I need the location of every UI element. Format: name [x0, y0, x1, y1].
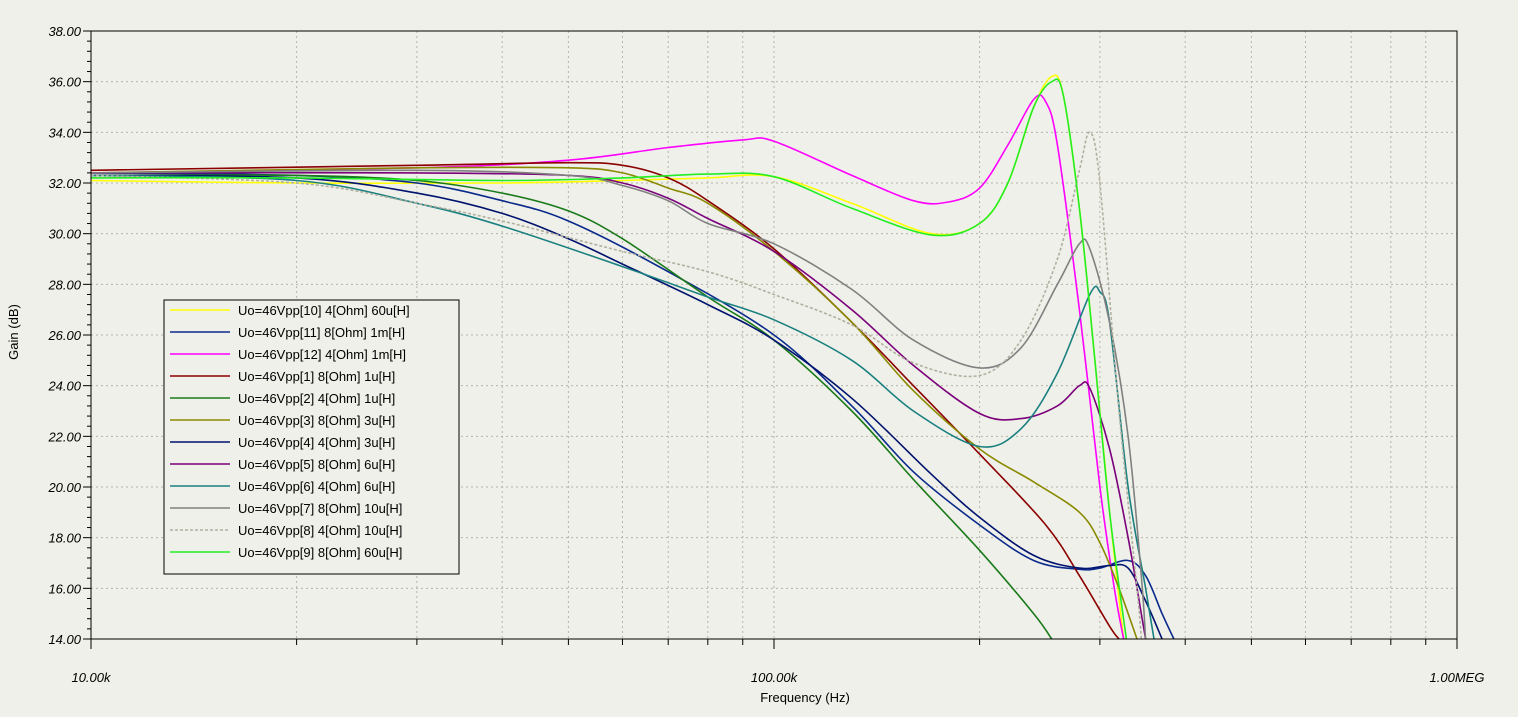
legend-entry: Uo=46Vpp[1] 8[Ohm] 1u[H] [238, 369, 395, 384]
x-tick-label: 100.00k [751, 670, 799, 685]
series-line-9 [91, 169, 1147, 639]
series-line-6 [91, 174, 1163, 639]
y-axis-label: Gain (dB) [6, 304, 21, 360]
legend-entry: Uo=46Vpp[4] 4[Ohm] 3u[H] [238, 435, 395, 450]
legend: Uo=46Vpp[10] 4[Ohm] 60u[H] Uo=46Vpp[11] 8… [163, 299, 460, 575]
series-line-5 [91, 166, 1138, 639]
x-tick-label: 1.00MEG [1430, 670, 1485, 685]
y-tick-label: 36.00 [48, 75, 81, 90]
legend-entry: Uo=46Vpp[9] 8[Ohm] 60u[H] [238, 545, 402, 560]
legend-entry: Uo=46Vpp[10] 4[Ohm] 60u[H] [238, 303, 410, 318]
tick-labels: 38.00 36.00 34.00 32.00 30.00 28.00 26.00 24.00… [47, 24, 1484, 685]
y-tick-label: 14.00 [48, 632, 81, 647]
legend-entry: Uo=46Vpp[11] 8[Ohm] 1m[H] [238, 325, 405, 340]
series-line-10 [91, 131, 1143, 639]
legend-entry: Uo=46Vpp[3] 8[Ohm] 3u[H] [238, 413, 395, 428]
x-axis-label: Frequency (Hz) [760, 690, 850, 705]
y-tick-label: 38.00 [48, 24, 81, 39]
series-line-1 [91, 172, 1175, 639]
y-tick-label: 24.00 [47, 379, 81, 394]
y-tick-label: 30.00 [48, 227, 81, 242]
series-lines [91, 74, 1175, 639]
y-tick-label: 20.00 [47, 480, 81, 495]
series-line-11 [91, 78, 1128, 639]
legend-entry: Uo=46Vpp[5] 8[Ohm] 6u[H] [238, 457, 395, 472]
legend-box [163, 299, 460, 575]
legend-entry: Uo=46Vpp[6] 4[Ohm] 6u[H] [238, 479, 395, 494]
series-line-4 [91, 174, 1053, 639]
legend-entry: Uo=46Vpp[8] 4[Ohm] 10u[H] [238, 523, 402, 538]
y-tick-label: 32.00 [48, 176, 81, 191]
y-tick-label: 18.00 [48, 531, 81, 546]
plot-border [90, 30, 1458, 640]
y-tick-label: 16.00 [48, 581, 81, 596]
x-tick-label: 10.00k [71, 670, 112, 685]
series-line-3 [91, 161, 1120, 639]
y-tick-label: 28.00 [47, 277, 81, 292]
y-tick-label: 22.00 [47, 429, 81, 444]
y-tick-label: 34.00 [48, 125, 81, 140]
y-tick-label: 26.00 [47, 328, 81, 343]
legend-entry: Uo=46Vpp[12] 4[Ohm] 1m[H] [238, 347, 406, 362]
series-line-8 [91, 174, 1155, 639]
series-line-2 [91, 94, 1125, 639]
legend-entry: Uo=46Vpp[2] 4[Ohm] 1u[H] [238, 391, 395, 406]
legend-entry: Uo=46Vpp[7] 8[Ohm] 10u[H] [238, 501, 402, 516]
